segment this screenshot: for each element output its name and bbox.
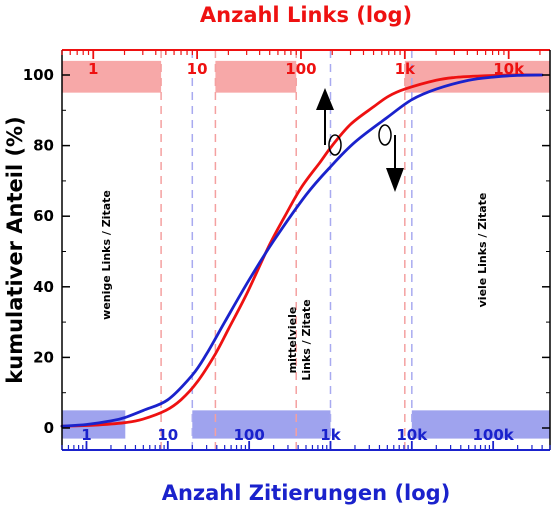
bottom-tick-label: 10 [157, 426, 178, 444]
y-tick-label: 0 [44, 419, 54, 437]
bottom-tick-label: 1 [81, 426, 91, 444]
region-label-high: viele Links / Zitate [476, 193, 489, 308]
axis-indicator-arrows [316, 88, 404, 192]
bottom-tick-label: 10k [396, 426, 428, 444]
region-label-mid-line1: mittelviele [286, 307, 299, 374]
top-tick-label: 100 [285, 60, 316, 78]
shaded-region-top-0 [62, 60, 162, 93]
shaded-region-top-1 [215, 60, 297, 93]
y-tick-label: 60 [33, 207, 54, 225]
y-tick-label: 20 [33, 348, 54, 366]
region-label-low: wenige Links / Zitate [100, 190, 113, 320]
dashed-guides [160, 50, 413, 450]
up-arrow-head-icon [316, 88, 334, 110]
bottom-axis-title: Anzahl Zitierungen (log) [162, 481, 451, 505]
down-arrow-head-icon [386, 168, 404, 192]
top-axis-ticks: 1 10 100 1k 10k [61, 50, 541, 78]
top-axis-title: Anzahl Links (log) [200, 3, 412, 27]
top-tick-label: 10 [187, 60, 208, 78]
blue-curve-marker-ellipse [378, 124, 392, 146]
top-tick-label: 1 [88, 60, 98, 78]
series-line-bottom [60, 73, 544, 428]
bottom-tick-label: 100 [233, 426, 264, 444]
series-lines [60, 73, 544, 428]
red-curve-marker-ellipse [328, 134, 342, 156]
bottom-tick-label: 1k [320, 426, 341, 444]
y-tick-label: 40 [33, 278, 54, 296]
series-line-top [60, 73, 542, 428]
top-tick-label: 1k [395, 60, 416, 78]
y-tick-label: 100 [23, 66, 54, 84]
top-tick-label: 10k [493, 60, 525, 78]
y-axis-ticks: 0 20 40 60 80 100 [23, 66, 550, 437]
y-axis-title: kumulativer Anteil (%) [3, 116, 27, 383]
region-label-mid-line2: Links / Zitate [300, 299, 313, 380]
y-tick-label: 80 [33, 137, 54, 155]
bottom-axis-ticks: 1 10 100 1k 10k 100k [61, 426, 551, 450]
shaded-region-bottom-5 [411, 410, 550, 439]
bottom-tick-label: 100k [473, 426, 515, 444]
